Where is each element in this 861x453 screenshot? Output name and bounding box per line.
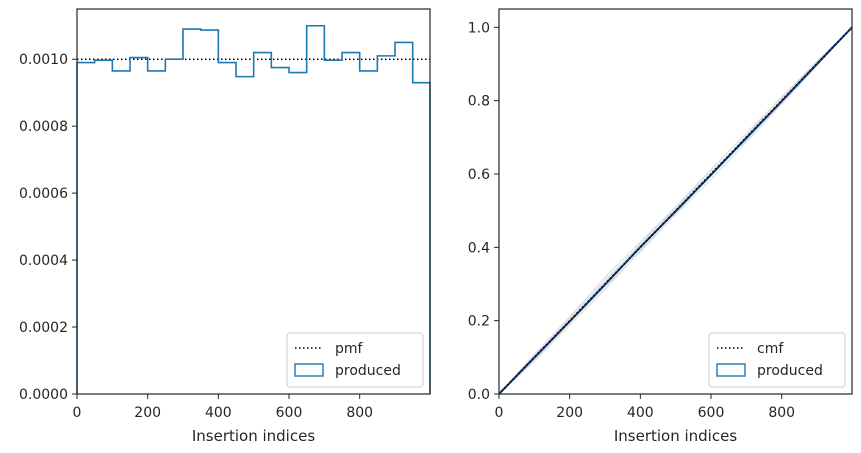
x-tick-label: 800 bbox=[346, 405, 373, 421]
histogram-bin-10 bbox=[254, 53, 272, 394]
cmf-line-panel: 0 200 400 600 800 0.0 0.2 0.4 0.6 0.8 1.0 Insertion… bbox=[468, 8, 853, 445]
legend-label: produced bbox=[757, 363, 823, 379]
x-tick-label: 200 bbox=[556, 405, 583, 421]
x-axis-title: Insertion indices bbox=[192, 427, 315, 445]
y-tick-label: 0.0010 bbox=[19, 52, 68, 68]
histogram-bin-6 bbox=[183, 29, 201, 394]
x-tick-label: 600 bbox=[276, 405, 303, 421]
y-tick-label: 0.0 bbox=[468, 387, 490, 403]
legend-outline-swatch bbox=[294, 363, 324, 377]
x-tick-label: 600 bbox=[698, 405, 725, 421]
x-tick-label: 0 bbox=[73, 405, 82, 421]
legend-label: pmf bbox=[335, 341, 364, 357]
y-tick-label: 0.0000 bbox=[19, 387, 68, 403]
pmf-histogram-panel: 0 200 400 600 800 0.0000 0.0002 0.0004 0.0006 0.0… bbox=[19, 8, 431, 445]
histogram-bin-5 bbox=[165, 59, 183, 394]
axes-frame bbox=[498, 8, 853, 395]
x-tick-label: 400 bbox=[627, 405, 654, 421]
y-tick-label: 1.0 bbox=[468, 20, 490, 36]
y-tick-label: 0.2 bbox=[468, 314, 490, 330]
legend-label: produced bbox=[335, 363, 401, 379]
y-tick-label: 0.8 bbox=[468, 94, 490, 110]
y-tick-label: 0.6 bbox=[468, 167, 490, 183]
legend-box bbox=[708, 332, 846, 388]
y-tick-label: 0.0004 bbox=[19, 253, 68, 269]
y-tick-label: 0.4 bbox=[468, 240, 490, 256]
x-tick-label: 0 bbox=[495, 405, 504, 421]
x-tick-label: 200 bbox=[134, 405, 161, 421]
axes-frame bbox=[76, 8, 431, 395]
histogram-bin-8 bbox=[218, 63, 236, 394]
x-tick-label: 800 bbox=[768, 405, 795, 421]
legend-box bbox=[286, 332, 424, 388]
histogram-bin-11 bbox=[271, 68, 289, 394]
histogram-bin-4 bbox=[148, 71, 166, 394]
produced-histogram-step bbox=[76, 24, 431, 394]
legend-label: cmf bbox=[757, 341, 784, 357]
histogram-bin-3 bbox=[130, 58, 148, 394]
cmf-reference-line bbox=[498, 26, 853, 395]
histogram-bin-9 bbox=[236, 77, 254, 394]
background-curve-0 bbox=[498, 26, 853, 395]
y-tick-label: 0.0008 bbox=[19, 119, 68, 135]
x-tick-label: 400 bbox=[205, 405, 232, 421]
y-tick-label: 0.0002 bbox=[19, 320, 68, 336]
histogram-bin-1 bbox=[95, 60, 113, 394]
legend-outline-swatch bbox=[716, 363, 746, 377]
histogram-bin-2 bbox=[112, 71, 130, 394]
histogram-bin-7 bbox=[201, 30, 219, 394]
histogram-bin-0 bbox=[77, 63, 95, 394]
x-axis-title: Insertion indices bbox=[614, 427, 737, 445]
y-tick-label: 0.0006 bbox=[19, 186, 68, 202]
